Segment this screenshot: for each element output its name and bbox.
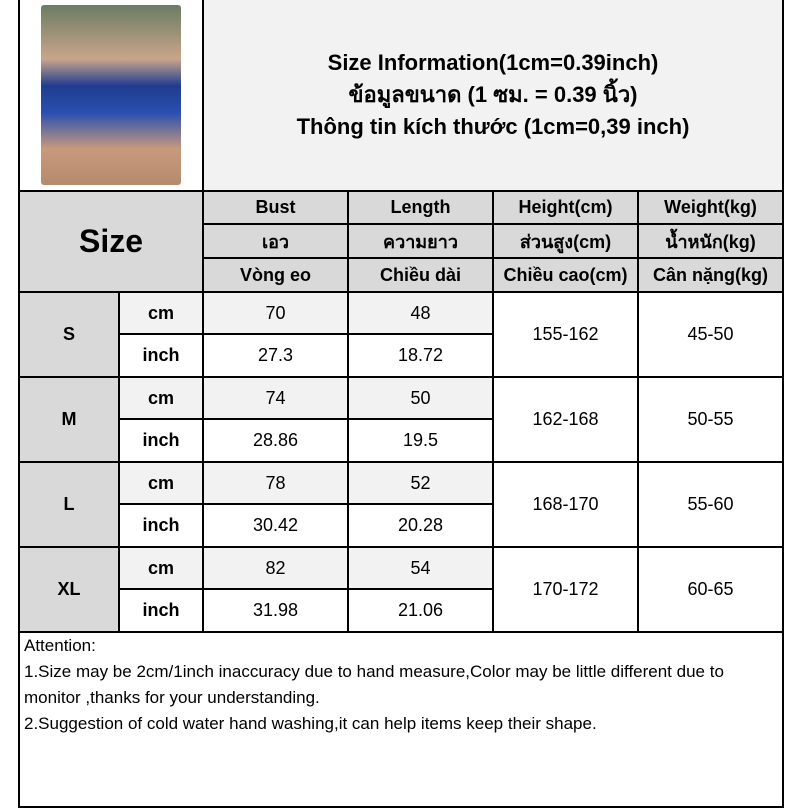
title-cell: Size Information(1cm=0.39inch) ข้อมูลขนา… bbox=[202, 0, 784, 192]
unit-inch: inch bbox=[118, 503, 204, 548]
size-label: L bbox=[18, 461, 120, 548]
header-length-vi: Chiều dài bbox=[347, 257, 494, 293]
table-row-L-inch: inch 30.42 20.28 bbox=[19, 503, 783, 548]
table-row-M-cm: M cm 74 50 162-168 50-55 bbox=[18, 376, 784, 463]
unit-inch: inch bbox=[118, 588, 204, 633]
bust-cm: 70 bbox=[202, 291, 349, 335]
header-bust-vi: Vòng eo bbox=[202, 257, 349, 293]
length-inch: 21.06 bbox=[347, 588, 494, 633]
header-length: Length bbox=[347, 190, 494, 225]
table-row-S-inch: inch 27.3 18.72 bbox=[19, 333, 783, 378]
attention-note-1: 1.Size may be 2cm/1inch inaccuracy due t… bbox=[24, 662, 724, 707]
title-thai: ข้อมูลขนาด (1 ซม. = 0.39 นิ้ว) bbox=[348, 82, 638, 107]
length-cm: 52 bbox=[347, 461, 494, 505]
attention-note-2: 2.Suggestion of cold water hand washing,… bbox=[24, 714, 597, 733]
bust-cm: 78 bbox=[202, 461, 349, 505]
unit-cm: cm bbox=[118, 461, 204, 505]
attention-notes: Attention: 1.Size may be 2cm/1inch inacc… bbox=[18, 631, 784, 808]
table-row-M-inch: inch 28.86 19.5 bbox=[19, 418, 783, 463]
unit-inch: inch bbox=[118, 333, 204, 378]
size-label: XL bbox=[18, 546, 120, 633]
length-inch: 20.28 bbox=[347, 503, 494, 548]
length-cm: 48 bbox=[347, 291, 494, 335]
size-header: Size bbox=[18, 190, 204, 293]
bust-inch: 28.86 bbox=[202, 418, 349, 463]
product-photo bbox=[41, 5, 181, 185]
table-row-XL-inch: inch 31.98 21.06 bbox=[19, 588, 783, 633]
header-bust: Bust bbox=[202, 190, 349, 225]
bust-inch: 30.42 bbox=[202, 503, 349, 548]
table-row-XL-cm: XL cm 82 54 170-172 60-65 bbox=[18, 546, 784, 633]
title-english: Size Information(1cm=0.39inch) bbox=[327, 50, 659, 75]
length-cm: 50 bbox=[347, 376, 494, 420]
length-inch: 18.72 bbox=[347, 333, 494, 378]
table-row-L-cm: L cm 78 52 168-170 55-60 bbox=[18, 461, 784, 548]
length-cm: 54 bbox=[347, 546, 494, 590]
length-inch: 19.5 bbox=[347, 418, 494, 463]
weight-range: 60-65 bbox=[637, 546, 784, 633]
size-chart-table: Size Information(1cm=0.39inch) ข้อมูลขนา… bbox=[18, 0, 784, 808]
product-photo-cell bbox=[18, 0, 204, 192]
header-weight-thai: น้ำหนัก(kg) bbox=[637, 223, 784, 259]
weight-range: 55-60 bbox=[637, 461, 784, 548]
unit-inch: inch bbox=[118, 418, 204, 463]
header-height: Height(cm) bbox=[492, 190, 639, 225]
header-height-thai: ส่วนสูง(cm) bbox=[492, 223, 639, 259]
table-row-S-cm: S cm 70 48 155-162 45-50 bbox=[18, 291, 784, 378]
bust-cm: 82 bbox=[202, 546, 349, 590]
attention-heading: Attention: bbox=[24, 636, 96, 655]
size-label: S bbox=[18, 291, 120, 378]
unit-cm: cm bbox=[118, 376, 204, 420]
header-bust-thai: เอว bbox=[202, 223, 349, 259]
height-range: 168-170 bbox=[492, 461, 639, 548]
unit-cm: cm bbox=[118, 291, 204, 335]
height-range: 162-168 bbox=[492, 376, 639, 463]
header-weight: Weight(kg) bbox=[637, 190, 784, 225]
weight-range: 45-50 bbox=[637, 291, 784, 378]
header-length-thai: ความยาว bbox=[347, 223, 494, 259]
title-vietnamese: Thông tin kích thước (1cm=0,39 inch) bbox=[296, 114, 690, 139]
bust-cm: 74 bbox=[202, 376, 349, 420]
header-height-vi: Chiều cao(cm) bbox=[492, 257, 639, 293]
unit-cm: cm bbox=[118, 546, 204, 590]
height-range: 170-172 bbox=[492, 546, 639, 633]
bust-inch: 27.3 bbox=[202, 333, 349, 378]
bust-inch: 31.98 bbox=[202, 588, 349, 633]
height-range: 155-162 bbox=[492, 291, 639, 378]
weight-range: 50-55 bbox=[637, 376, 784, 463]
header-weight-vi: Cân nặng(kg) bbox=[637, 257, 784, 293]
size-label: M bbox=[18, 376, 120, 463]
